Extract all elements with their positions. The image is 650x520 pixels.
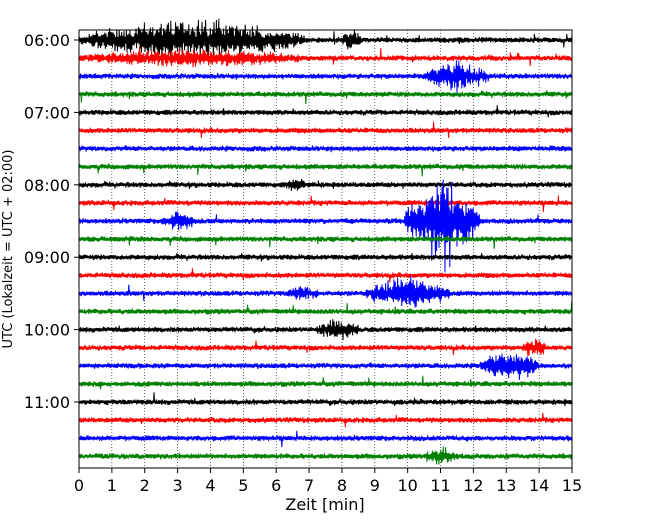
trace-line bbox=[78, 235, 573, 249]
trace-line bbox=[78, 105, 573, 118]
trace-line bbox=[78, 178, 573, 192]
x-tick-label: 6 bbox=[271, 476, 281, 495]
x-tick-label: 7 bbox=[304, 476, 314, 495]
trace-line bbox=[78, 145, 573, 153]
trace-line bbox=[78, 275, 573, 308]
trace-line bbox=[78, 121, 573, 138]
trace-line bbox=[78, 412, 573, 428]
y-tick-label: 11:00 bbox=[24, 393, 70, 412]
trace-line bbox=[78, 353, 573, 380]
trace-line bbox=[78, 60, 573, 93]
x-tick-label: 4 bbox=[205, 476, 215, 495]
x-tick-label: 1 bbox=[107, 476, 117, 495]
x-tick-label: 8 bbox=[337, 476, 347, 495]
x-tick-label: 11 bbox=[430, 476, 450, 495]
trace-line bbox=[78, 319, 573, 341]
x-tick-label: 2 bbox=[140, 476, 150, 495]
trace-line bbox=[78, 46, 573, 68]
x-tick-label: 15 bbox=[562, 476, 582, 495]
x-axis-ticks: 0 1 2 3 4 5 6 7 8 9 10 11 12 13 14 15 bbox=[74, 468, 582, 495]
trace-line bbox=[78, 268, 573, 283]
trace-line bbox=[78, 446, 573, 465]
x-tick-label: 9 bbox=[370, 476, 380, 495]
y-tick-label: 07:00 bbox=[24, 103, 70, 122]
y-axis-ticks: 06:00 07:00 08:00 09:00 10:00 11:00 bbox=[24, 31, 79, 412]
trace-line bbox=[78, 90, 573, 105]
x-tick-label: 10 bbox=[397, 476, 417, 495]
trace-line bbox=[78, 301, 573, 315]
y-tick-label: 08:00 bbox=[24, 176, 70, 195]
grid-lines bbox=[111, 30, 540, 468]
x-tick-label: 5 bbox=[238, 476, 248, 495]
x-tick-label: 0 bbox=[74, 476, 84, 495]
x-tick-label: 13 bbox=[496, 476, 516, 495]
x-tick-label: 3 bbox=[173, 476, 183, 495]
trace-line bbox=[78, 195, 573, 212]
seismic-traces bbox=[78, 18, 573, 465]
x-tick-label: 14 bbox=[529, 476, 549, 495]
y-axis-label: UTC (Lokalzeit = UTC + 02:00) bbox=[1, 150, 16, 349]
plot-frame bbox=[78, 29, 573, 469]
trace-line bbox=[78, 179, 573, 273]
trace-line bbox=[78, 338, 573, 356]
trace-line bbox=[78, 252, 573, 262]
trace-line bbox=[78, 18, 573, 60]
trace-line bbox=[78, 163, 573, 177]
trace-line bbox=[78, 375, 573, 390]
trace-line bbox=[78, 392, 573, 407]
x-axis-label: Zeit [min] bbox=[285, 495, 364, 514]
x-tick-label: 12 bbox=[463, 476, 483, 495]
trace-line bbox=[78, 430, 573, 448]
y-tick-label: 09:00 bbox=[24, 248, 70, 267]
y-tick-label: 06:00 bbox=[24, 31, 70, 50]
y-tick-label: 10:00 bbox=[24, 321, 70, 340]
